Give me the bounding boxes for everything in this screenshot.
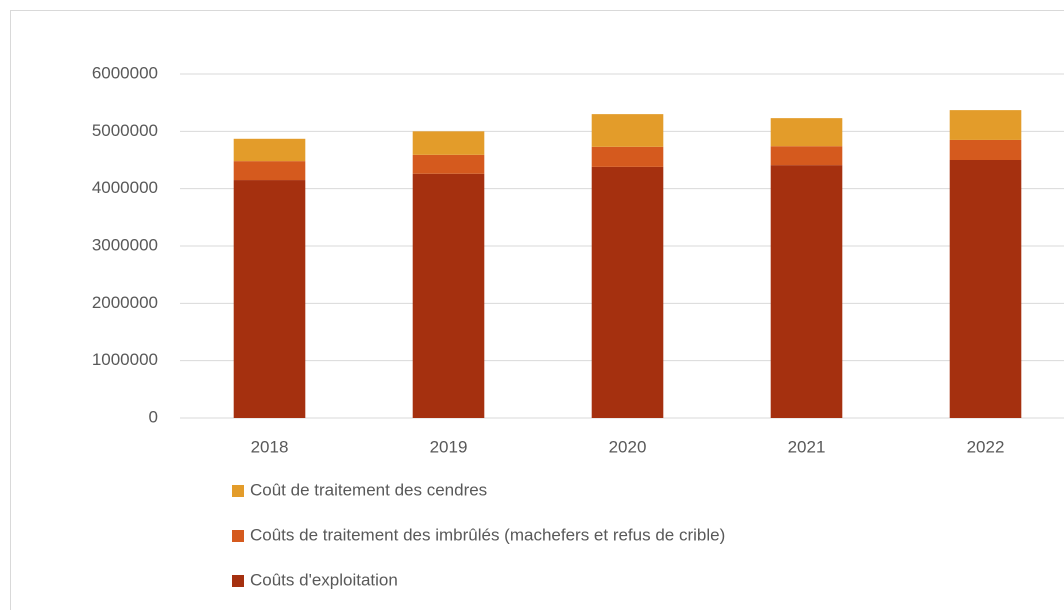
y-tick-label: 2000000 (92, 293, 158, 312)
bar-segment (412, 173, 485, 418)
x-tick-label: 2018 (251, 437, 289, 456)
bar-segment (770, 118, 843, 147)
bar-segment (233, 161, 306, 181)
y-tick-label: 1000000 (92, 350, 158, 369)
x-tick-label: 2020 (609, 437, 647, 456)
bar-segment (591, 166, 664, 418)
x-tick-label: 2022 (967, 437, 1005, 456)
bar-segment (591, 114, 664, 147)
bar-segment (591, 146, 664, 167)
bar-segment (770, 146, 843, 166)
y-tick-label: 6000000 (92, 63, 158, 82)
legend-swatch (232, 530, 244, 542)
chart-frame (10, 10, 1064, 610)
legend-label: Coût de traitement des cendres (250, 480, 487, 499)
legend-swatch (232, 575, 244, 587)
x-tick-label: 2021 (788, 437, 826, 456)
bar-segment (949, 160, 1022, 418)
legend-swatch (232, 485, 244, 497)
bar-segment (233, 138, 306, 162)
y-tick-label: 5000000 (92, 121, 158, 140)
y-tick-label: 0 (149, 407, 158, 426)
y-tick-label: 3000000 (92, 235, 158, 254)
bar-segment (412, 131, 485, 155)
y-tick-label: 4000000 (92, 178, 158, 197)
bar-segment (233, 180, 306, 418)
bar-segment (412, 154, 485, 174)
bar-segment (949, 110, 1022, 140)
bar-segment (770, 165, 843, 418)
legend-label: Coûts de traitement des imbrûlés (machef… (250, 525, 725, 544)
legend-label: Coûts d'exploitation (250, 570, 398, 589)
x-tick-label: 2019 (430, 437, 468, 456)
bar-segment (949, 139, 1022, 160)
